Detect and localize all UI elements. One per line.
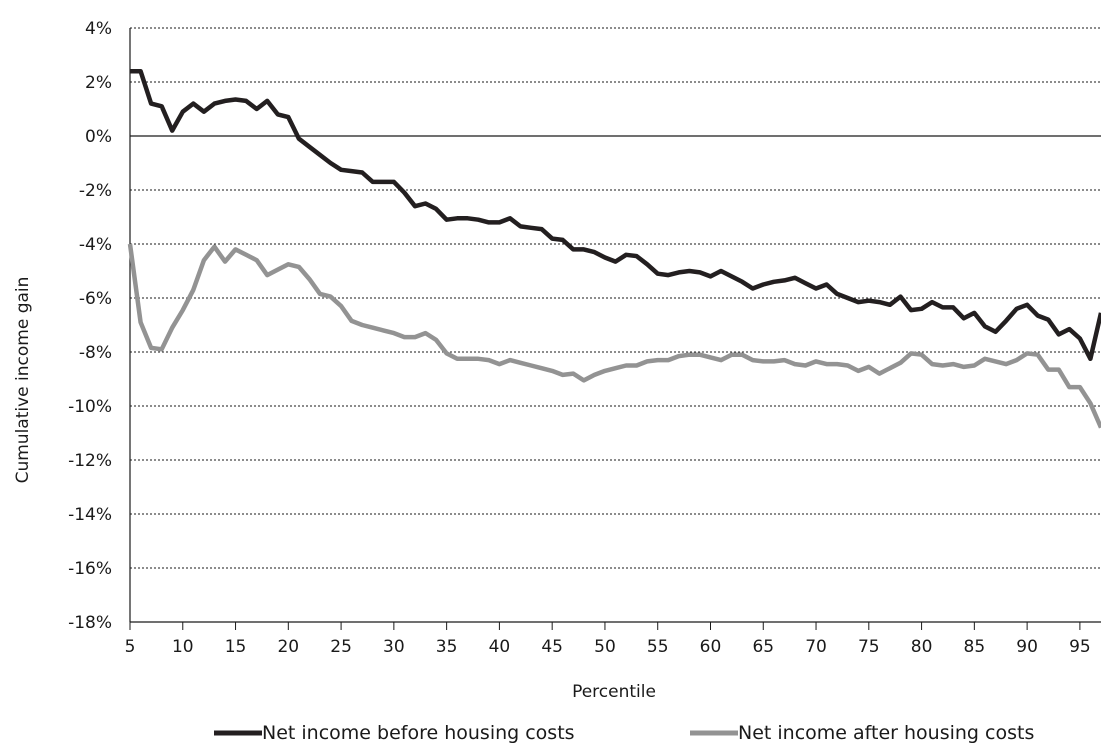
series-line-before-housing-costs xyxy=(130,68,1101,362)
x-tick-label: 40 xyxy=(489,637,511,657)
x-tick-label: 85 xyxy=(964,637,986,657)
y-tick-label: -2% xyxy=(79,181,112,201)
x-tick-label: 75 xyxy=(858,637,880,657)
y-tick-label: -10% xyxy=(68,397,112,417)
data-series xyxy=(127,68,1101,429)
y-tick-label: 0% xyxy=(85,127,112,147)
x-axis-tick-labels: 5 10 15 20 25 30 35 40 45 50 55 60 65 70 75 80 85 90 95 xyxy=(125,622,1091,657)
y-tick-label: -16% xyxy=(68,559,112,579)
x-tick-label: 30 xyxy=(383,637,405,657)
gridlines xyxy=(130,27,1101,569)
y-tick-label: -12% xyxy=(68,451,112,471)
y-axis-title: Cumulative income gain xyxy=(13,277,33,484)
y-tick-label: -6% xyxy=(79,289,112,309)
legend-item-after-housing-costs: Net income after housing costs xyxy=(690,722,1034,743)
x-tick-label: 20 xyxy=(277,637,299,657)
y-tick-label: 2% xyxy=(85,73,112,93)
x-tick-label: 5 xyxy=(125,637,136,657)
x-tick-label: 45 xyxy=(541,637,563,657)
x-tick-label: 10 xyxy=(172,637,194,657)
x-axis-title: Percentile xyxy=(572,682,656,702)
x-tick-label: 25 xyxy=(330,637,352,657)
x-tick-label: 80 xyxy=(911,637,933,657)
series-line-after-housing-costs xyxy=(127,243,1101,429)
x-tick-label: 15 xyxy=(225,637,247,657)
x-tick-label: 95 xyxy=(1069,637,1091,657)
x-tick-label: 55 xyxy=(647,637,669,657)
x-tick-label: 90 xyxy=(1016,637,1038,657)
y-tick-label: 4% xyxy=(85,19,112,39)
x-tick-label: 70 xyxy=(805,637,827,657)
y-tick-label: -8% xyxy=(79,343,112,363)
y-axis-tick-labels: 4% 2% 0% -2% -4% -6% -8% -10% -12% -14% -16% -18% xyxy=(68,19,112,633)
legend-item-before-housing-costs: Net income before housing costs xyxy=(214,722,575,743)
x-tick-label: 35 xyxy=(436,637,458,657)
y-tick-label: -14% xyxy=(68,505,112,525)
x-tick-label: 50 xyxy=(594,637,616,657)
legend: Net income before housing costs Net inco… xyxy=(214,722,1034,743)
x-tick-label: 65 xyxy=(752,637,774,657)
legend-label-before-housing-costs: Net income before housing costs xyxy=(262,722,575,743)
y-tick-label: -4% xyxy=(79,235,112,255)
x-tick-label: 60 xyxy=(700,637,722,657)
legend-label-after-housing-costs: Net income after housing costs xyxy=(738,722,1034,743)
y-tick-label: -18% xyxy=(68,613,112,633)
